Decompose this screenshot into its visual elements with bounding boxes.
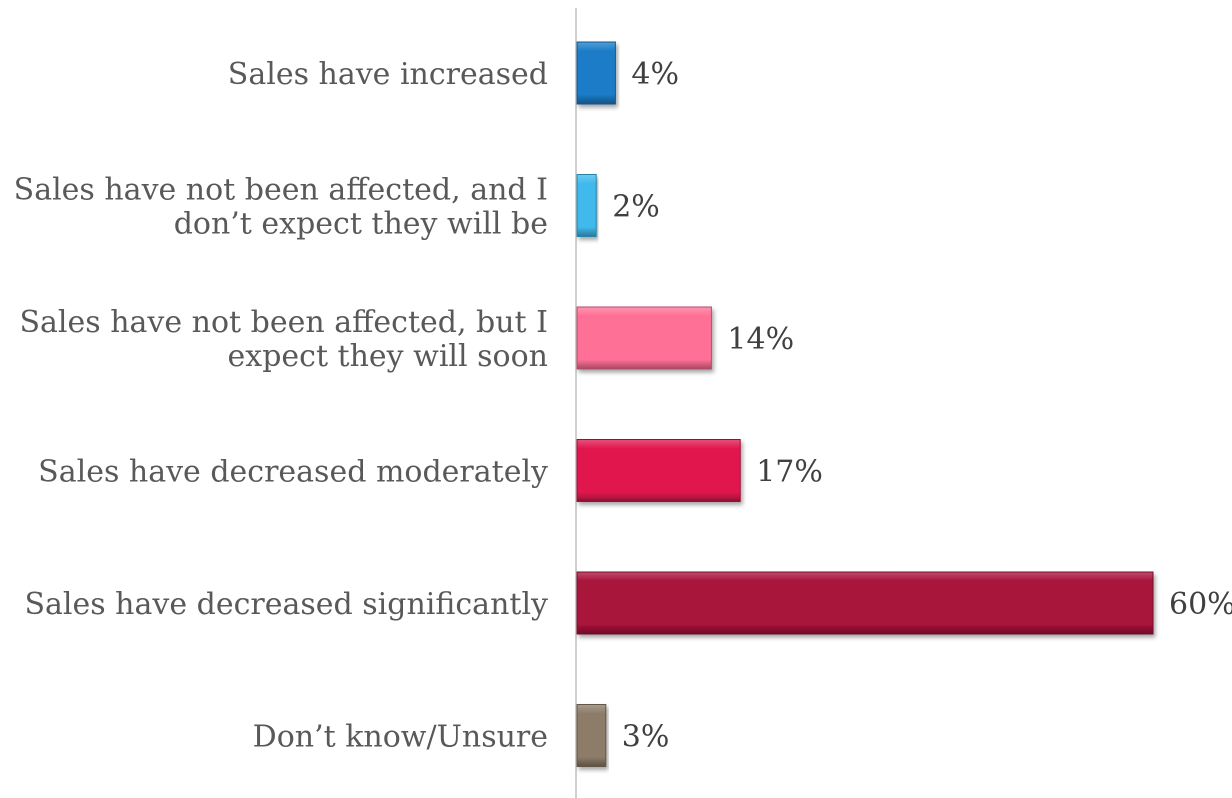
bar xyxy=(576,439,741,502)
bar xyxy=(576,571,1154,635)
category-tick-label: Sales have not been affected, but I xyxy=(19,305,548,340)
data-label: 3% xyxy=(622,720,670,755)
category-tick-label: Sales have decreased significantly xyxy=(24,587,548,622)
data-label: 4% xyxy=(631,57,679,92)
bar xyxy=(576,41,616,105)
category-tick-label: don’t expect they will be xyxy=(174,207,548,242)
bars-group xyxy=(576,41,1154,767)
category-tick-label: Don’t know/Unsure xyxy=(253,720,548,755)
data-label: 2% xyxy=(612,190,660,225)
data-label: 14% xyxy=(727,322,794,357)
data-label: 17% xyxy=(756,455,823,490)
data-label: 60% xyxy=(1169,587,1232,622)
value-labels-group: 4% 2% 14% 17% 60% 3% xyxy=(612,57,1232,755)
category-tick-label: expect they will soon xyxy=(228,339,548,374)
category-tick-label: Sales have increased xyxy=(228,57,548,92)
category-labels-group: Sales have increased Sales have not been … xyxy=(14,57,548,755)
bar xyxy=(576,306,712,370)
bar xyxy=(576,174,597,237)
category-tick-label: Sales have not been affected, and I xyxy=(14,173,548,208)
category-tick-label: Sales have decreased moderately xyxy=(38,455,548,490)
bar xyxy=(576,704,607,767)
